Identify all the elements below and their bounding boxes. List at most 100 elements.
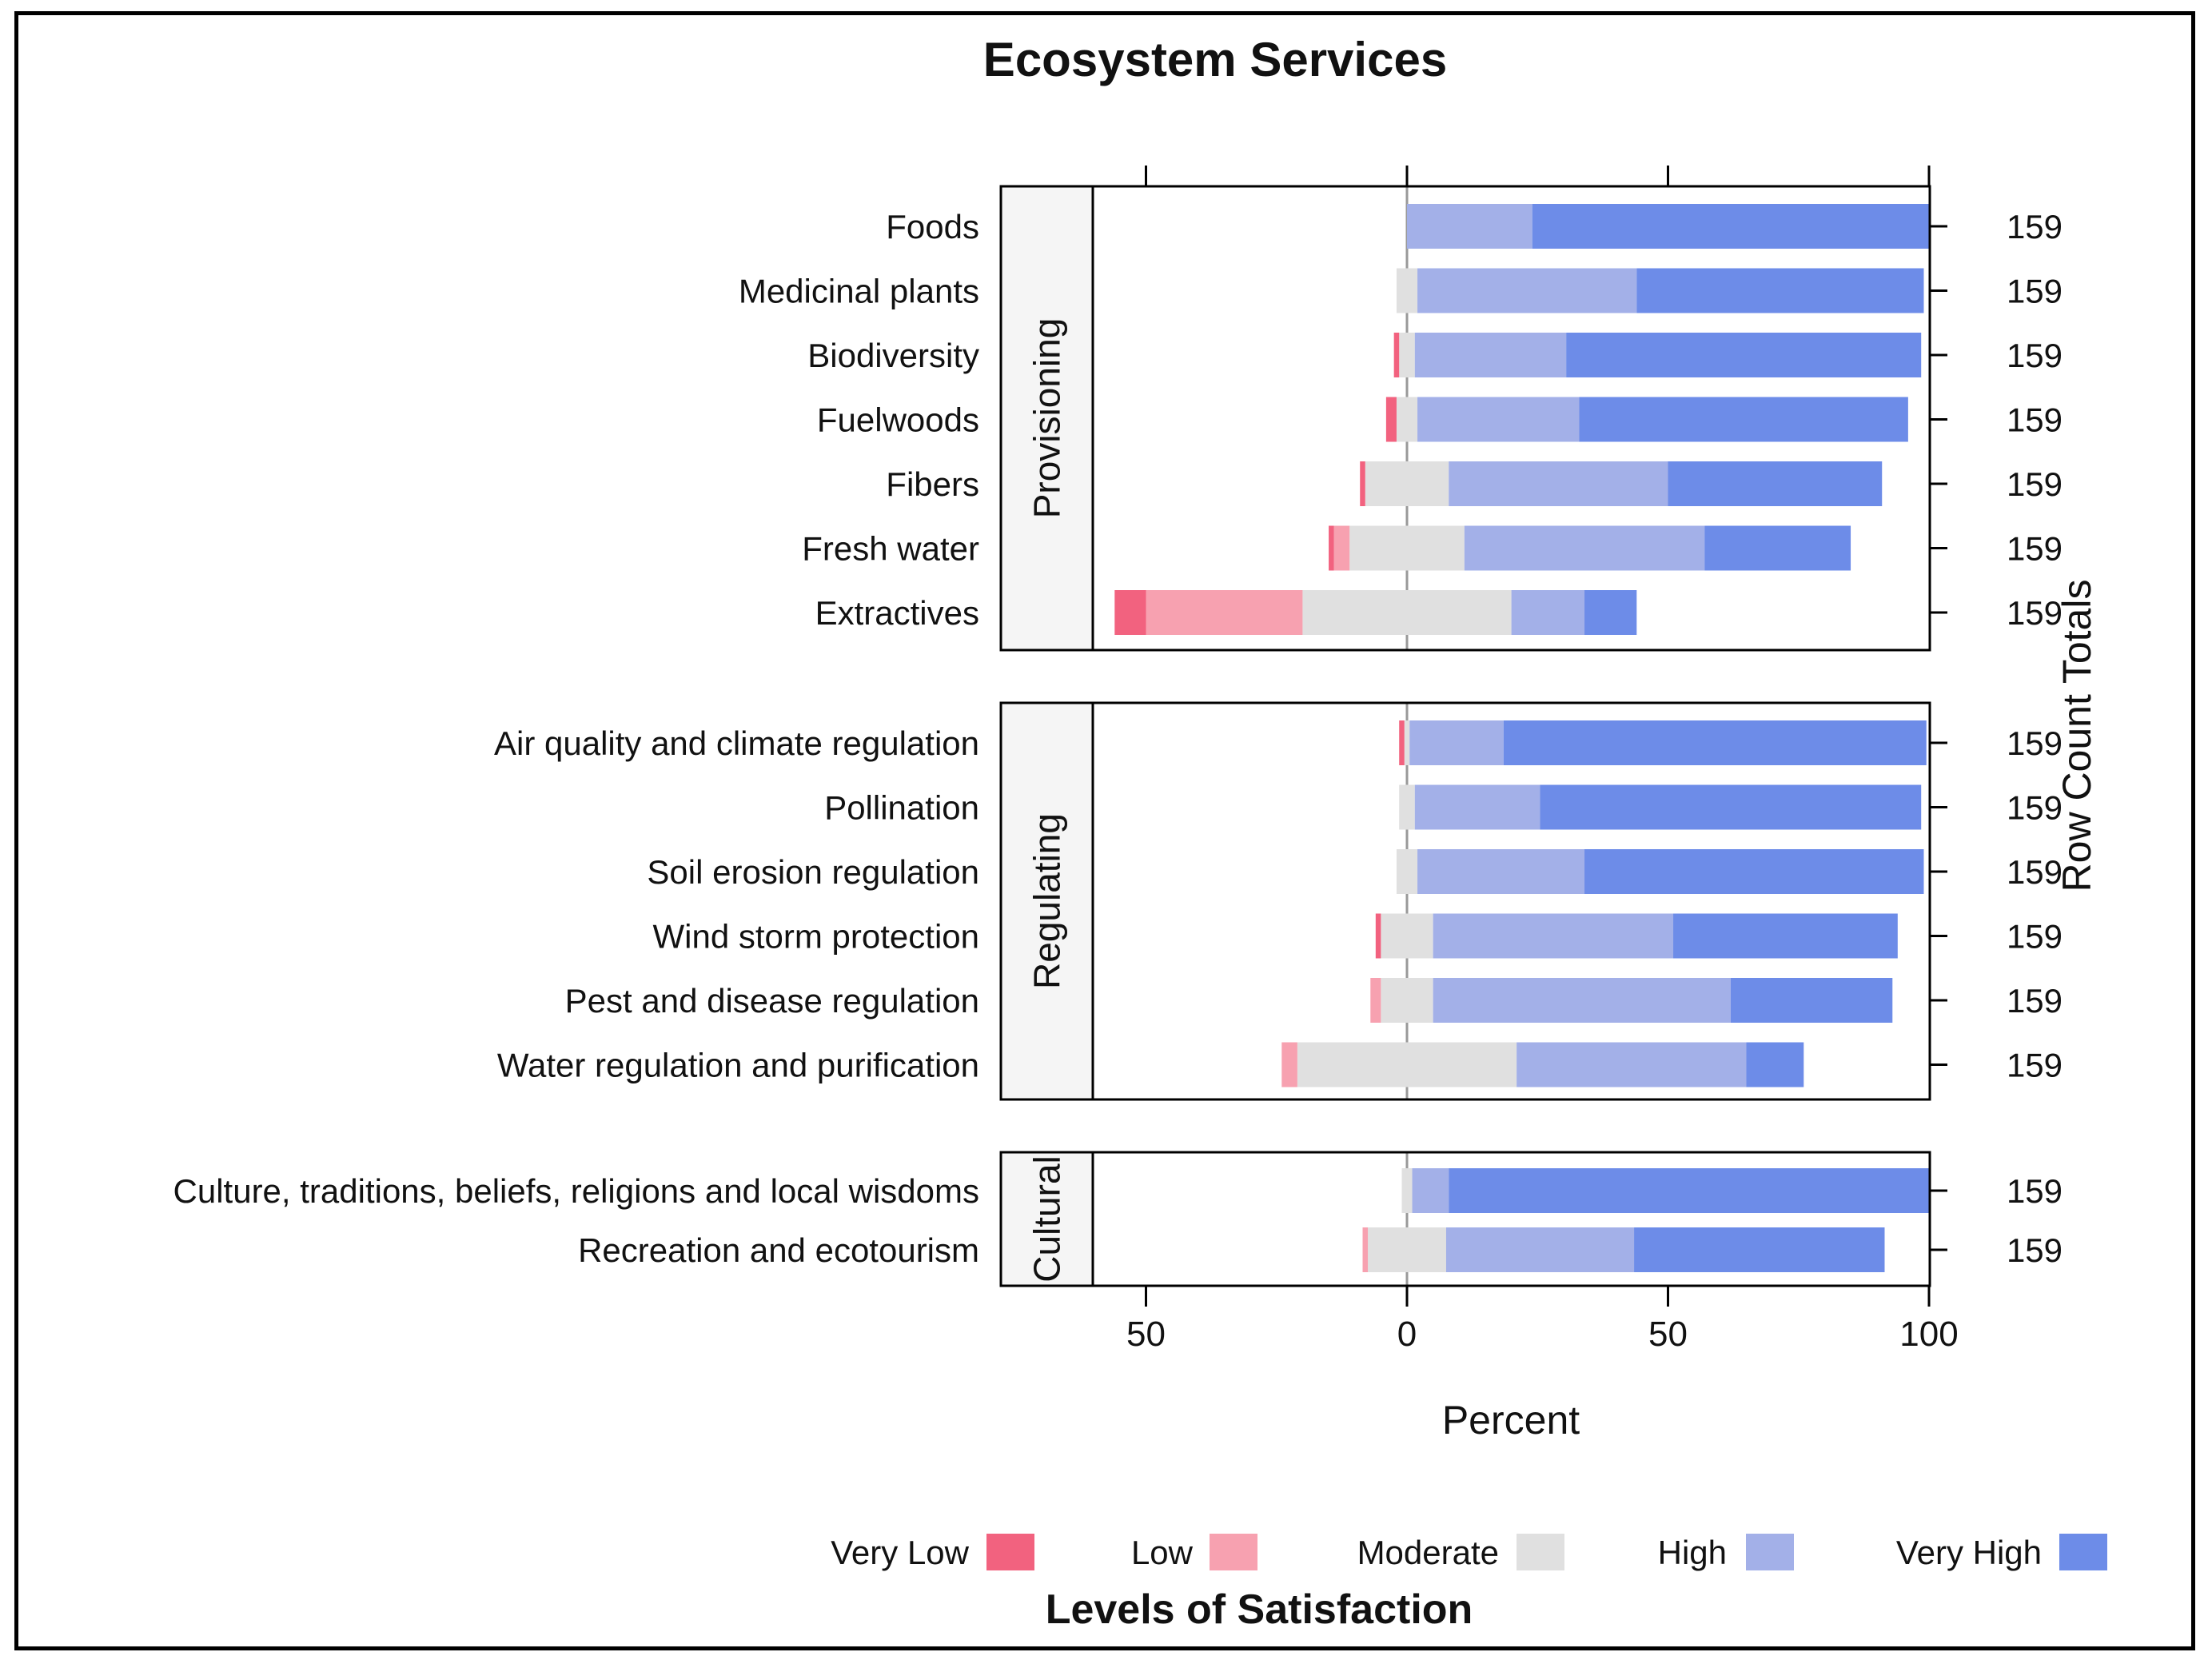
legend: Very Low Low Moderate High Very High	[831, 1534, 2107, 1571]
x-axis: 50 0 50 100	[1126, 166, 1959, 1354]
bar-high	[1449, 461, 1668, 506]
panel-strip	[1001, 186, 1093, 650]
bar-moderate	[1407, 397, 1418, 442]
row-total: 159	[2007, 273, 2063, 310]
bar-low	[1281, 1042, 1297, 1087]
bar-moderate	[1368, 1227, 1407, 1272]
bar-moderate	[1399, 333, 1407, 377]
x-tick-label: 50	[1126, 1315, 1166, 1354]
bar-very-high	[1566, 333, 1922, 377]
bar-row: Recreation and ecotourism 159	[578, 1227, 2063, 1272]
bar-moderate	[1404, 720, 1407, 765]
bar-row: Pest and disease regulation 159	[565, 978, 2063, 1023]
bar-very-high	[1636, 268, 1924, 313]
row-label: Pollination	[824, 789, 979, 827]
row-total: 159	[2007, 789, 2063, 827]
bar-moderate	[1407, 1168, 1413, 1213]
legend-swatch	[1746, 1534, 1794, 1570]
row-total: 159	[2007, 724, 2063, 762]
bar-very-high	[1584, 849, 1924, 894]
panel-regulating: Regulating Air quality and climate regula…	[494, 701, 2063, 1101]
bar-moderate	[1399, 784, 1407, 830]
row-label: Extractives	[815, 594, 979, 632]
bar-very-low	[1375, 913, 1381, 959]
legend-item: High	[1658, 1534, 1794, 1571]
legend-label: Low	[1131, 1534, 1194, 1571]
row-total: 159	[2007, 337, 2063, 374]
x-axis-label: Percent	[1442, 1398, 1580, 1443]
bar-high	[1511, 590, 1585, 635]
right-axis-label: Row Count Totals	[2055, 580, 2099, 892]
legend-label: Very High	[1896, 1534, 2042, 1571]
bar-high	[1417, 849, 1585, 894]
row-label: Soil erosion regulation	[647, 853, 979, 891]
bar-high	[1409, 720, 1504, 765]
bar-row: Culture, traditions, beliefs, religions …	[173, 1168, 2063, 1213]
bar-row: Medicinal plants 159	[739, 268, 2063, 313]
legend-swatch	[1210, 1534, 1257, 1570]
bar-moderate	[1396, 849, 1407, 894]
bar-moderate	[1302, 590, 1407, 635]
bar-moderate	[1407, 978, 1433, 1023]
bar-row: Pollination 159	[824, 784, 2063, 830]
row-total: 159	[2007, 530, 2063, 568]
panel-strip	[1001, 1152, 1093, 1286]
bar-very-high	[1634, 1227, 1885, 1272]
x-tick-label: 50	[1648, 1315, 1688, 1354]
x-tick-label: 0	[1397, 1315, 1417, 1354]
bar-moderate	[1407, 784, 1415, 830]
panel-strip-label: Regulating	[1026, 813, 1068, 989]
bar-low	[1333, 525, 1350, 571]
row-total: 159	[2007, 465, 2063, 503]
legend-item: Very Low	[831, 1534, 1034, 1571]
panel-cultural: Cultural Culture, traditions, beliefs, re…	[173, 1151, 2063, 1287]
row-label: Foods	[886, 208, 979, 245]
panel-border	[999, 701, 1931, 1101]
bar-moderate	[1396, 397, 1407, 442]
bar-very-low	[1114, 590, 1146, 635]
bar-moderate	[1381, 913, 1407, 959]
legend-swatch	[2059, 1534, 2107, 1570]
bar-row: Wind storm protection 159	[653, 913, 2063, 959]
row-total: 159	[2007, 594, 2063, 632]
bar-moderate	[1407, 1227, 1446, 1272]
bar-row: Biodiversity 159	[807, 333, 2063, 377]
bar-row: Air quality and climate regulation 159	[494, 720, 2063, 765]
bar-very-high	[1503, 720, 1927, 765]
bar-high	[1464, 525, 1705, 571]
legend-label: Moderate	[1357, 1534, 1499, 1571]
bar-low	[1370, 978, 1381, 1023]
bar-row: Fuelwoods 159	[817, 397, 2063, 442]
bar-very-low	[1329, 525, 1334, 571]
row-label: Water regulation and purification	[497, 1047, 979, 1084]
bar-row: Extractives 159	[815, 590, 2063, 635]
bar-moderate	[1407, 268, 1418, 313]
bar-high	[1433, 978, 1731, 1023]
bar-very-high	[1449, 1168, 1929, 1213]
row-label: Fuelwoods	[817, 401, 979, 439]
row-label: Biodiversity	[807, 337, 979, 374]
bar-very-high	[1584, 590, 1637, 635]
chart-title: Ecosystem Services	[983, 33, 1447, 86]
row-total: 159	[2007, 982, 2063, 1020]
bar-row: Water regulation and purification 159	[497, 1042, 2063, 1087]
bar-moderate	[1407, 913, 1433, 959]
panel-strip	[1001, 703, 1093, 1099]
bar-moderate	[1381, 978, 1407, 1023]
row-total: 159	[2007, 1047, 2063, 1084]
row-label: Culture, traditions, beliefs, religions …	[173, 1172, 979, 1210]
bar-very-low	[1385, 397, 1397, 442]
bar-very-high	[1540, 784, 1922, 830]
bar-high	[1445, 1227, 1635, 1272]
bar-high	[1517, 1042, 1747, 1087]
panel-border	[999, 1151, 1931, 1287]
bar-high	[1407, 204, 1532, 249]
bar-row: Fibers 159	[886, 461, 2063, 506]
bar-high	[1412, 1168, 1449, 1213]
bar-very-high	[1730, 978, 1893, 1023]
legend-item: Low	[1131, 1534, 1257, 1571]
row-label: Recreation and ecotourism	[578, 1231, 979, 1269]
row-total: 159	[2007, 208, 2063, 245]
legend-title: Levels of Satisfaction	[1046, 1586, 1473, 1633]
